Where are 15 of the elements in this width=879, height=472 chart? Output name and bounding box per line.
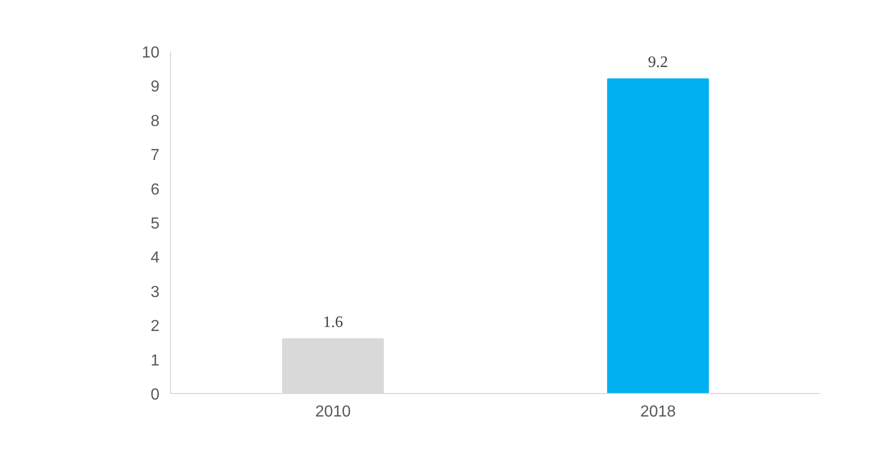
x-tick-label: 2018 (640, 404, 676, 420)
y-tick-label: 9 (150, 78, 160, 96)
y-tick-label: 0 (150, 386, 160, 404)
x-tick-label: 2010 (315, 404, 351, 420)
y-tick-label: 6 (150, 181, 160, 198)
data-label: 1.6 (323, 314, 343, 331)
y-tick-label: 1 (150, 352, 160, 370)
data-label: 9.2 (648, 54, 668, 71)
y-tick-label: 3 (150, 284, 160, 301)
y-tick-label: 10 (142, 44, 160, 62)
y-tick-label: 2 (150, 318, 160, 336)
y-tick-label: 8 (150, 112, 160, 130)
y-tick-label: 5 (150, 216, 160, 232)
y-tick-label: 7 (150, 147, 160, 164)
y-tick-label: 4 (150, 250, 160, 267)
